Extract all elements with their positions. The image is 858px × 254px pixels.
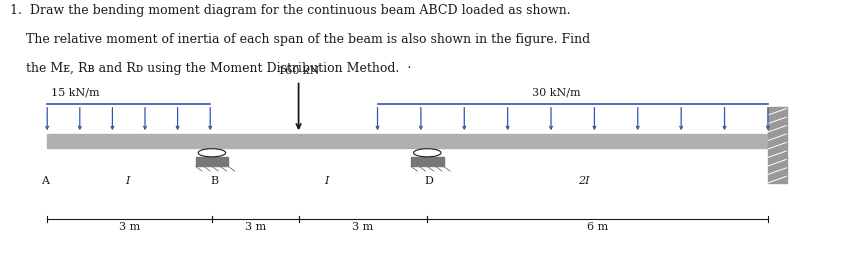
Text: E: E <box>768 176 776 186</box>
Text: 15 kN/m: 15 kN/m <box>51 87 100 97</box>
Text: 30 kN/m: 30 kN/m <box>532 87 581 97</box>
Text: D: D <box>425 176 433 186</box>
Text: the Mᴇ, Rʙ and Rᴅ using the Moment Distribution Method.  ·: the Mᴇ, Rʙ and Rᴅ using the Moment Distr… <box>10 62 412 75</box>
Circle shape <box>414 149 441 157</box>
Text: 2I: 2I <box>577 176 589 186</box>
Text: The relative moment of inertia of each span of the beam is also shown in the fig: The relative moment of inertia of each s… <box>10 33 590 46</box>
Text: I: I <box>124 176 130 186</box>
Text: I: I <box>323 176 329 186</box>
Text: 3 m: 3 m <box>245 222 266 232</box>
Text: 160 kN: 160 kN <box>278 66 319 76</box>
Text: 3 m: 3 m <box>353 222 373 232</box>
Circle shape <box>198 149 226 157</box>
Text: 3 m: 3 m <box>119 222 140 232</box>
Bar <box>47 134 768 148</box>
Text: B: B <box>210 176 219 186</box>
Text: 6 m: 6 m <box>587 222 608 232</box>
Bar <box>768 107 787 183</box>
Bar <box>196 157 228 167</box>
Bar <box>411 157 444 167</box>
Text: A: A <box>40 176 49 186</box>
Text: 1.  Draw the bending moment diagram for the continuous beam ABCD loaded as shown: 1. Draw the bending moment diagram for t… <box>10 4 571 17</box>
